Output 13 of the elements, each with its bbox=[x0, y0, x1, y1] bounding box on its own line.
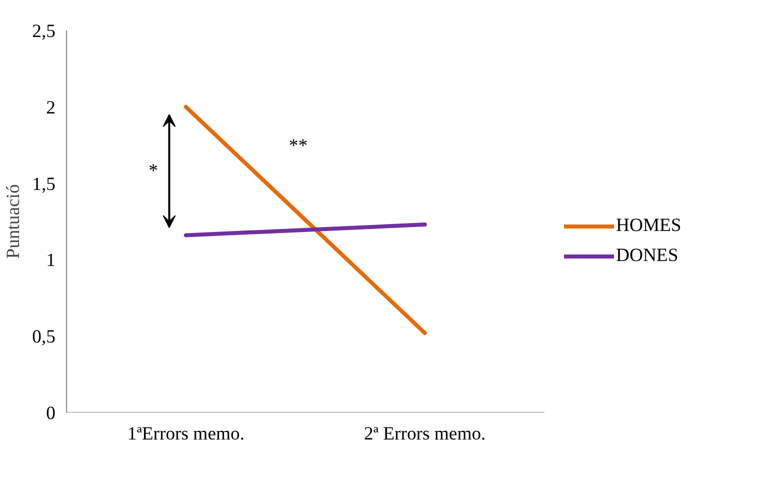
y-tick-label: 2,5 bbox=[32, 21, 56, 42]
x-tick-label: 2ª Errors memo. bbox=[364, 424, 486, 444]
y-axis-title: Puntuació bbox=[3, 184, 24, 259]
y-tick-label: 0 bbox=[46, 403, 56, 424]
x-tick-label: 1ªErrors memo. bbox=[127, 424, 244, 444]
legend-label: DONES bbox=[616, 244, 678, 267]
legend-label: HOMES bbox=[616, 214, 682, 237]
y-tick-label: 0,5 bbox=[32, 326, 56, 348]
y-tick-label: 1 bbox=[46, 250, 56, 272]
y-tick-label: 1,5 bbox=[32, 174, 56, 195]
y-tick-label: 2 bbox=[46, 97, 56, 118]
annotation: ** bbox=[288, 135, 308, 156]
annotation: * bbox=[148, 160, 158, 182]
